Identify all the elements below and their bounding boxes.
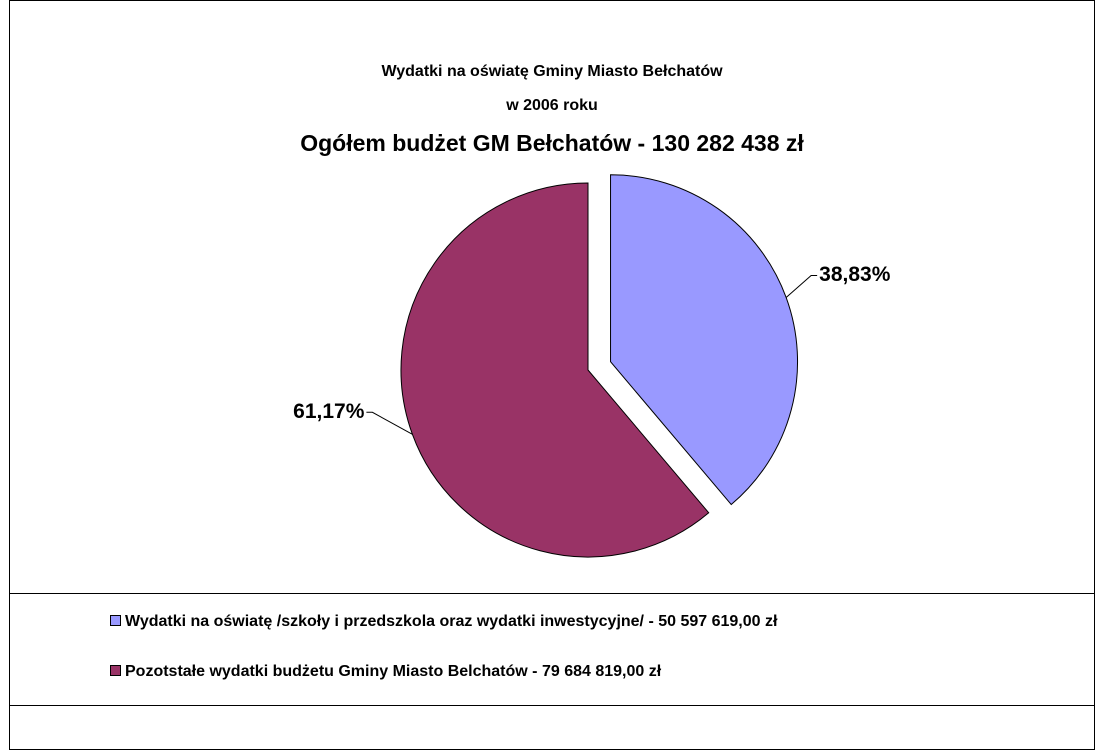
legend-label: Wydatki na oświatę /szkoły i przedszkola…: [125, 613, 778, 630]
leader-line: [366, 411, 413, 435]
data-label: 38,83%: [819, 263, 891, 286]
leader-line: [785, 274, 818, 298]
chart-subtitle: w 2006 roku: [505, 97, 598, 114]
legend-swatch: [110, 615, 121, 626]
data-label: 61,17%: [293, 400, 365, 423]
legend-label: Pozotstałe wydatki budżetu Gminy Miasto …: [125, 663, 662, 680]
legend-swatch: [110, 665, 121, 676]
annotation: Ogółem budżet GM Bełchatów - 130 282 438…: [300, 130, 804, 156]
chart-title: Wydatki na oświatę Gminy Miasto Bełcható…: [381, 63, 723, 80]
pie-slice: [610, 174, 798, 506]
